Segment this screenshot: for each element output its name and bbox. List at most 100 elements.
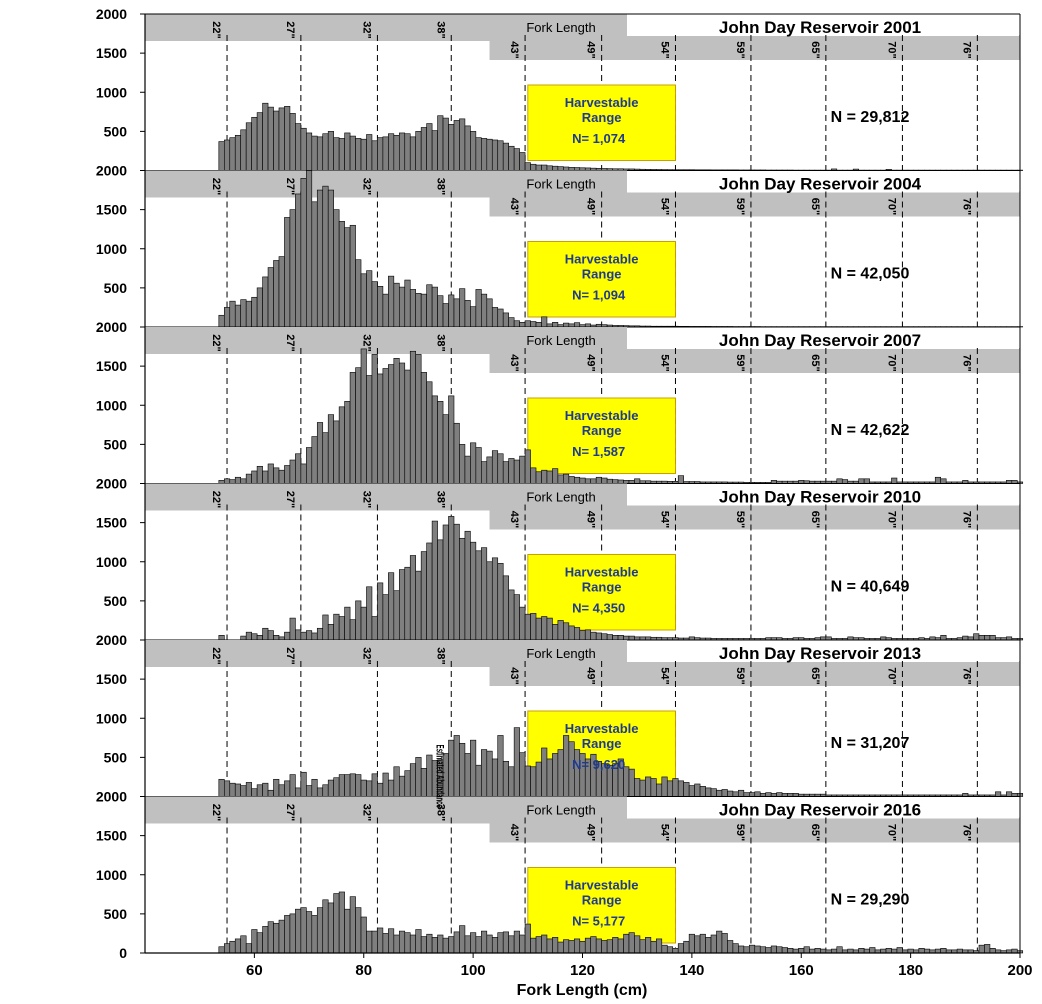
- y-tick-label: 1500: [96, 515, 127, 531]
- histogram-bar: [491, 307, 499, 328]
- histogram-bar: [601, 940, 608, 954]
- histogram-bar: [306, 132, 313, 171]
- histogram-bar: [388, 572, 395, 641]
- histogram-bar: [502, 312, 509, 328]
- histogram-bar: [502, 461, 509, 484]
- histogram-bar: [371, 354, 378, 484]
- histogram-bar: [234, 304, 242, 328]
- histogram-bar: [371, 616, 378, 641]
- inch-mark-label: 49": [585, 198, 597, 215]
- histogram-bar: [940, 948, 947, 954]
- histogram-bar: [273, 260, 280, 328]
- x-tick-label: 60: [246, 962, 263, 979]
- panel-title: John Day Reservoir 2013: [719, 644, 921, 663]
- histogram-bar: [470, 442, 477, 484]
- histogram-bar: [431, 286, 438, 328]
- inch-mark-label: 38": [434, 491, 446, 508]
- histogram-bar: [377, 927, 384, 954]
- histogram-bar: [426, 284, 433, 328]
- histogram-bar: [672, 778, 679, 797]
- total-count: N = 42,050: [831, 266, 910, 283]
- harvest-label: Harvestable: [565, 721, 639, 736]
- inch-mark-label: 27": [284, 178, 296, 195]
- histogram-bar: [338, 616, 345, 641]
- histogram-bar: [426, 123, 433, 171]
- y-tick-label: 2000: [96, 163, 127, 179]
- inch-mark-label: 59": [734, 667, 746, 684]
- histogram-bar: [251, 633, 258, 641]
- inch-mark-label: 38": [434, 804, 446, 821]
- inch-mark-label: 65": [809, 824, 821, 841]
- histogram-bar: [442, 524, 449, 641]
- inch-band-lower: [489, 504, 1020, 530]
- histogram-bar: [218, 314, 225, 328]
- histogram-bar: [497, 308, 504, 328]
- inch-mark-label: 59": [734, 198, 746, 215]
- histogram-bar: [645, 776, 652, 797]
- histogram-bar: [464, 455, 471, 484]
- histogram-bar: [481, 749, 488, 797]
- histogram-bar: [491, 758, 499, 797]
- x-tick-label: 160: [789, 962, 814, 979]
- title-box: [627, 798, 1019, 819]
- histogram-bar: [448, 739, 455, 797]
- histogram-bar: [885, 948, 892, 954]
- inch-mark-label: 49": [585, 511, 597, 528]
- histogram-bar: [262, 782, 269, 797]
- histogram-bar: [245, 122, 252, 171]
- inch-band-label: Fork Length: [526, 177, 595, 192]
- y-tick-label: 500: [104, 593, 128, 609]
- histogram-bar: [513, 930, 520, 954]
- histogram-bar: [546, 938, 553, 954]
- histogram-bar: [486, 561, 493, 641]
- histogram-bar: [240, 299, 247, 328]
- histogram-bar: [535, 164, 542, 171]
- histogram-bar: [388, 364, 395, 484]
- harvest-label: Harvestable: [565, 252, 639, 267]
- histogram-bar: [617, 479, 624, 484]
- inch-mark-label: 27": [284, 21, 296, 38]
- histogram-bar: [316, 627, 324, 641]
- histogram-bar: [573, 938, 581, 954]
- histogram-bar: [563, 735, 570, 797]
- histogram-bar: [502, 142, 509, 171]
- histogram-bar: [218, 635, 225, 641]
- histogram-bar: [245, 300, 252, 328]
- histogram-bar: [502, 575, 509, 641]
- histogram-bar: [289, 774, 296, 797]
- histogram-bar: [300, 463, 307, 484]
- histogram-bar: [502, 760, 509, 797]
- histogram-bar: [552, 468, 559, 484]
- total-count: N = 29,812: [831, 109, 910, 126]
- inch-mark-label: 38": [434, 21, 446, 38]
- histogram-bar: [508, 458, 515, 484]
- histogram-bar: [218, 778, 225, 797]
- harvest-label: Harvestable: [565, 408, 639, 423]
- histogram-bar: [415, 354, 422, 484]
- histogram-bar: [366, 375, 373, 484]
- histogram-bar: [322, 432, 329, 484]
- histogram-bar: [475, 447, 482, 484]
- histogram-bar: [377, 582, 384, 641]
- histogram-bar: [688, 785, 695, 797]
- histogram-bar: [267, 463, 274, 484]
- inch-mark-label: 59": [734, 41, 746, 58]
- histogram-bar: [322, 899, 329, 954]
- histogram-bar: [896, 947, 903, 954]
- y-tick-label: 500: [104, 280, 128, 296]
- histogram-bar: [295, 123, 302, 171]
- histogram-bar: [289, 459, 296, 484]
- histogram-bar: [770, 945, 777, 954]
- histogram-bar: [234, 783, 242, 797]
- histogram-bar: [377, 137, 384, 171]
- histogram-bar: [836, 946, 843, 954]
- histogram-bar: [650, 778, 657, 797]
- histogram-bar: [442, 303, 449, 328]
- histogram-bar: [491, 937, 499, 954]
- histogram-bar: [273, 635, 280, 641]
- histogram-bar: [409, 763, 417, 797]
- histogram-bar: [470, 541, 477, 641]
- harvest-label: Range: [582, 423, 622, 438]
- harvest-count: N= 1,094: [572, 288, 626, 303]
- total-count: N = 29,290: [831, 892, 910, 909]
